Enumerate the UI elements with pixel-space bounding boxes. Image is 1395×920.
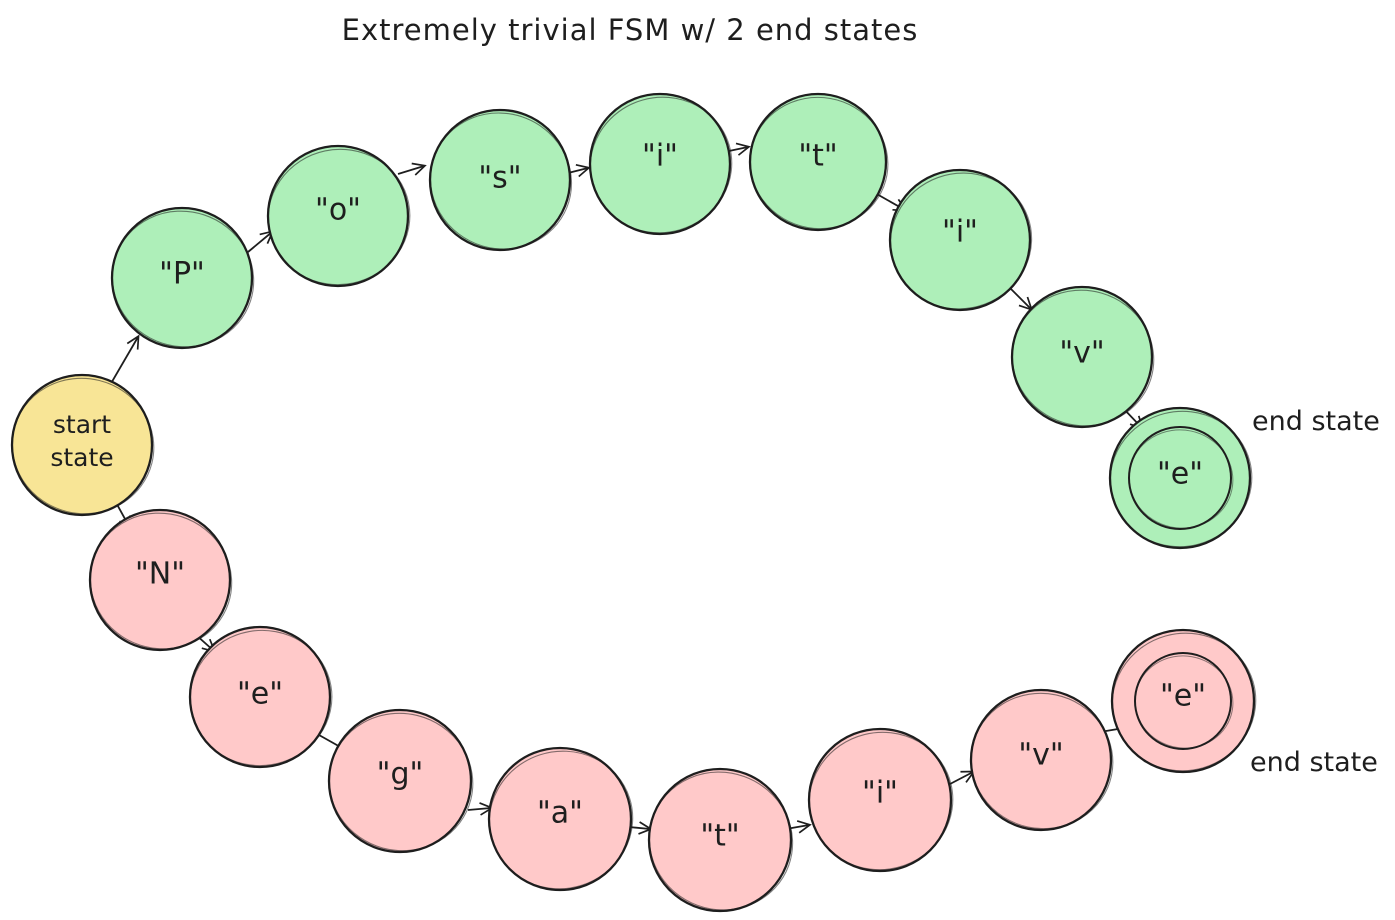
- positive-branch: "P" "o" "s" "i" "t" "i": [110, 92, 1380, 550]
- negative-branch: "N" "e" "g" "a" "t" "i": [88, 508, 1378, 913]
- node-negative-a: "a": [487, 746, 634, 892]
- arrow-g-to-a: [467, 802, 494, 816]
- node-start: start state: [10, 373, 155, 517]
- node-negative-i: "i": [807, 727, 954, 873]
- node-positive-v: "v": [1010, 285, 1155, 429]
- node-negative-v: "v": [969, 688, 1114, 832]
- svg-text:"s": "s": [478, 161, 521, 196]
- node-negative-n: "N": [88, 508, 233, 652]
- arrow-i3-to-v2: [949, 770, 976, 785]
- start-label-line2: state: [50, 443, 113, 472]
- svg-text:"t": "t": [798, 139, 837, 174]
- svg-text:"g": "g": [377, 757, 424, 792]
- node-positive-i1: "i": [588, 92, 733, 236]
- diagram-title: Extremely trivial FSM w/ 2 end states: [342, 13, 919, 47]
- start-label-line1: start: [53, 410, 111, 439]
- svg-text:"v": "v": [1018, 738, 1063, 773]
- svg-text:"e": "e": [1160, 679, 1206, 714]
- arrow-p-to-o: [247, 230, 275, 253]
- node-positive-e-end-state: "e": [1108, 406, 1253, 550]
- node-positive-i2: "i": [888, 168, 1033, 312]
- svg-text:"e": "e": [1157, 457, 1203, 492]
- svg-text:"P": "P": [159, 257, 205, 292]
- arrow-o-to-s: [397, 162, 427, 176]
- svg-text:"i": "i": [862, 776, 898, 811]
- arrow-i1-to-t: [728, 142, 751, 156]
- svg-text:"v": "v": [1059, 336, 1104, 371]
- node-negative-g: "g": [327, 708, 474, 854]
- end-state-label-positive: end state: [1252, 406, 1380, 437]
- node-negative-t: "t": [647, 767, 794, 913]
- end-state-label-negative: end state: [1250, 747, 1378, 778]
- svg-text:"i": "i": [642, 139, 678, 174]
- node-positive-p: "P": [110, 206, 255, 350]
- node-negative-e1: "e": [188, 625, 333, 769]
- svg-text:"t": "t": [700, 819, 739, 854]
- svg-text:"a": "a": [537, 796, 583, 831]
- arrow-i2-to-v: [1007, 285, 1034, 312]
- arrow-s-to-i1: [567, 164, 591, 178]
- svg-text:"e": "e": [237, 677, 283, 712]
- svg-text:"N": "N": [135, 557, 185, 592]
- svg-text:"o": "o": [315, 193, 361, 228]
- node-positive-s: "s": [428, 108, 573, 252]
- node-negative-e-end-state: "e": [1110, 628, 1257, 774]
- node-positive-t: "t": [748, 92, 889, 232]
- node-positive-o: "o": [266, 144, 411, 288]
- svg-text:"i": "i": [942, 215, 978, 250]
